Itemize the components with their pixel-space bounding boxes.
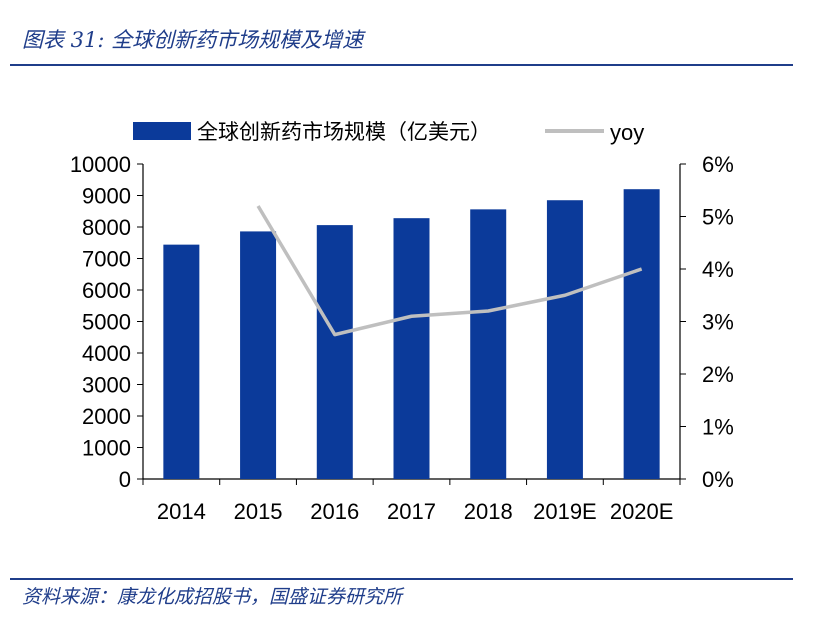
line-series [256, 205, 643, 337]
x-tick-label: 2019E [533, 499, 597, 524]
y-left-tick-label: 0 [119, 467, 131, 492]
header-divider [10, 64, 793, 66]
bar [393, 218, 430, 479]
x-tick-label: 2017 [387, 499, 436, 524]
y-right-tick-label: 2% [702, 362, 734, 387]
yoy-line [256, 205, 643, 337]
x-tick-label: 2014 [157, 499, 206, 524]
y-right-tick-label: 4% [702, 257, 734, 282]
y-right-tick-label: 6% [702, 152, 734, 177]
y-right-tick-label: 5% [702, 205, 734, 230]
y-right-tick-label: 3% [702, 310, 734, 335]
chart-legend: 全球创新药市场规模（亿美元） yoy [133, 120, 644, 145]
y-left-tick-label: 2000 [82, 404, 131, 429]
x-tick-label: 2015 [234, 499, 283, 524]
y-left-tick-label: 10000 [70, 152, 131, 177]
y-right-tick-label: 0% [702, 467, 734, 492]
y-left-tick-label: 3000 [82, 373, 131, 398]
legend-bar-swatch [133, 122, 191, 140]
x-tick-label: 2018 [464, 499, 513, 524]
bar [240, 231, 277, 479]
legend-line-label: yoy [610, 120, 644, 145]
chart-axes: 0 1000 2000 3000 4000 5000 6000 7000 8000 9000 100… [70, 152, 734, 524]
y-left-tick-label: 1000 [82, 436, 131, 461]
figure-header: 图表 31: 全球创新药市场规模及增速 [0, 0, 813, 68]
y-left-tick-label: 7000 [82, 247, 131, 272]
bar-series [163, 189, 660, 480]
y-left-tick-label: 4000 [82, 341, 131, 366]
legend-bar-label: 全球创新药市场规模（亿美元） [197, 120, 491, 144]
y-left-tick-label: 5000 [82, 310, 131, 335]
y-left-tick-label: 9000 [82, 184, 131, 209]
bar [163, 244, 200, 479]
bar [470, 209, 507, 480]
bar [546, 200, 583, 479]
y-left-tick-label: 6000 [82, 278, 131, 303]
y-right-tick-label: 1% [702, 415, 734, 440]
bar [623, 189, 660, 479]
source-note: 资料来源：康龙化成招股书，国盛证券研究所 [22, 586, 403, 608]
x-tick-label: 2020E [610, 499, 674, 524]
figure-title: 图表 31: 全球创新药市场规模及增速 [22, 28, 364, 52]
y-left-tick-label: 8000 [82, 215, 131, 240]
x-tick-label: 2016 [310, 499, 359, 524]
footer-divider [10, 578, 793, 580]
bar [316, 225, 353, 479]
